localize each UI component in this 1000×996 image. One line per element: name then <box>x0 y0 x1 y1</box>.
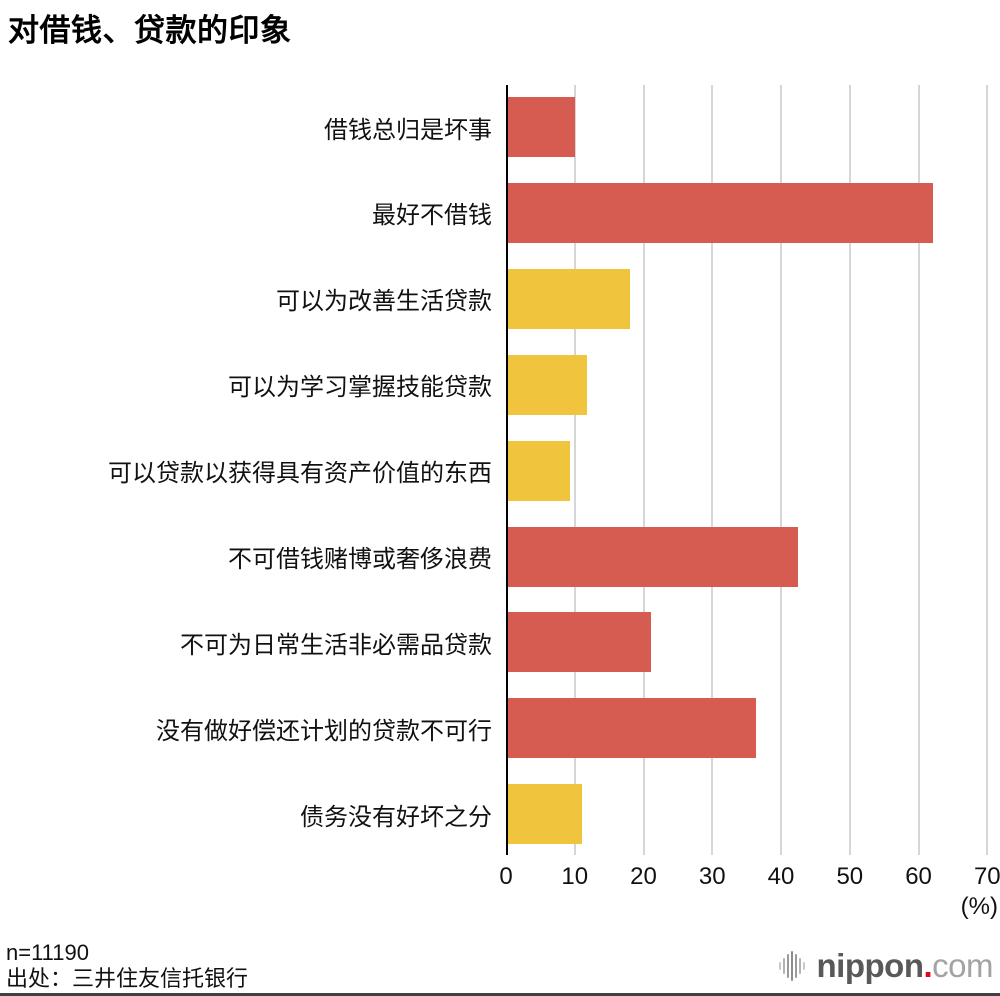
bar <box>508 97 576 157</box>
bar-row: 债务没有好坏之分 <box>0 784 1000 845</box>
logo-tld-text: com <box>932 947 993 984</box>
category-label: 债务没有好坏之分 <box>300 803 492 831</box>
x-axis-unit-label: (%) <box>960 893 998 920</box>
x-tick-label: 50 <box>836 863 864 890</box>
gridline-30 <box>711 85 714 855</box>
gridline-50 <box>848 85 851 855</box>
gridline-10 <box>573 85 576 855</box>
chart-footer: n=11190 出处：三井住友信托银行 <box>6 940 248 992</box>
x-tick-label: 0 <box>499 863 513 890</box>
y-axis-line <box>506 85 508 855</box>
bar-row: 可以为学习掌握技能贷款 <box>0 354 1000 415</box>
x-tick-label: 20 <box>630 863 657 890</box>
category-label: 借钱总归是坏事 <box>324 116 492 144</box>
category-label: 不可为日常生活非必需品贷款 <box>180 631 492 659</box>
category-label: 可以为学习掌握技能贷款 <box>228 374 492 402</box>
bar-row: 最好不借钱 <box>0 182 1000 243</box>
horizontal-bar-chart: 借钱总归是坏事最好不借钱可以为改善生活贷款可以为学习掌握技能贷款可以贷款以获得具… <box>0 85 1000 920</box>
source-note: 出处：三井住友信托银行 <box>6 966 249 991</box>
bar <box>508 182 933 243</box>
bar <box>508 440 570 501</box>
x-tick-label: 40 <box>767 863 795 890</box>
bar <box>508 354 588 415</box>
bar-row: 不可为日常生活非必需品贷款 <box>0 612 1000 673</box>
soundwave-icon <box>778 951 805 981</box>
x-tick-label: 10 <box>561 863 589 890</box>
x-tick-label: 30 <box>698 863 726 890</box>
gridline-60 <box>917 85 920 855</box>
bar-row: 可以贷款以获得具有资产价值的东西 <box>0 440 1000 501</box>
bar-row: 不可借钱赌博或奢侈浪费 <box>0 526 1000 587</box>
bottom-divider <box>0 993 1000 996</box>
bar <box>508 784 583 845</box>
gridline-40 <box>780 85 783 855</box>
gridline-70 <box>986 85 989 855</box>
category-label: 没有做好偿还计划的贷款不可行 <box>156 717 492 745</box>
bar <box>508 698 756 759</box>
category-label: 最好不借钱 <box>372 202 492 230</box>
gridline-20 <box>642 85 645 855</box>
logo-wordmark: nippon.com <box>816 944 994 988</box>
logo-dot: . <box>923 947 933 984</box>
bar-row: 可以为改善生活贷款 <box>0 268 1000 329</box>
bar <box>508 612 652 673</box>
x-tick-label: 70 <box>973 863 1000 890</box>
category-label: 不可借钱赌博或奢侈浪费 <box>228 546 492 573</box>
bar-row: 借钱总归是坏事 <box>0 97 1000 157</box>
nippon-logo: nippon.com <box>778 944 993 988</box>
bar <box>508 268 631 329</box>
x-tick-label: 60 <box>905 863 932 890</box>
category-label: 可以贷款以获得具有资产价值的东西 <box>108 460 492 488</box>
bar-row: 没有做好偿还计划的贷款不可行 <box>0 698 1000 759</box>
logo-brand-text: nippon <box>816 947 924 984</box>
bar <box>508 526 799 587</box>
sample-size: n=11190 <box>6 940 89 965</box>
category-label: 可以为改善生活贷款 <box>276 288 492 316</box>
page-title: 对借钱、贷款的印象 <box>8 13 292 48</box>
